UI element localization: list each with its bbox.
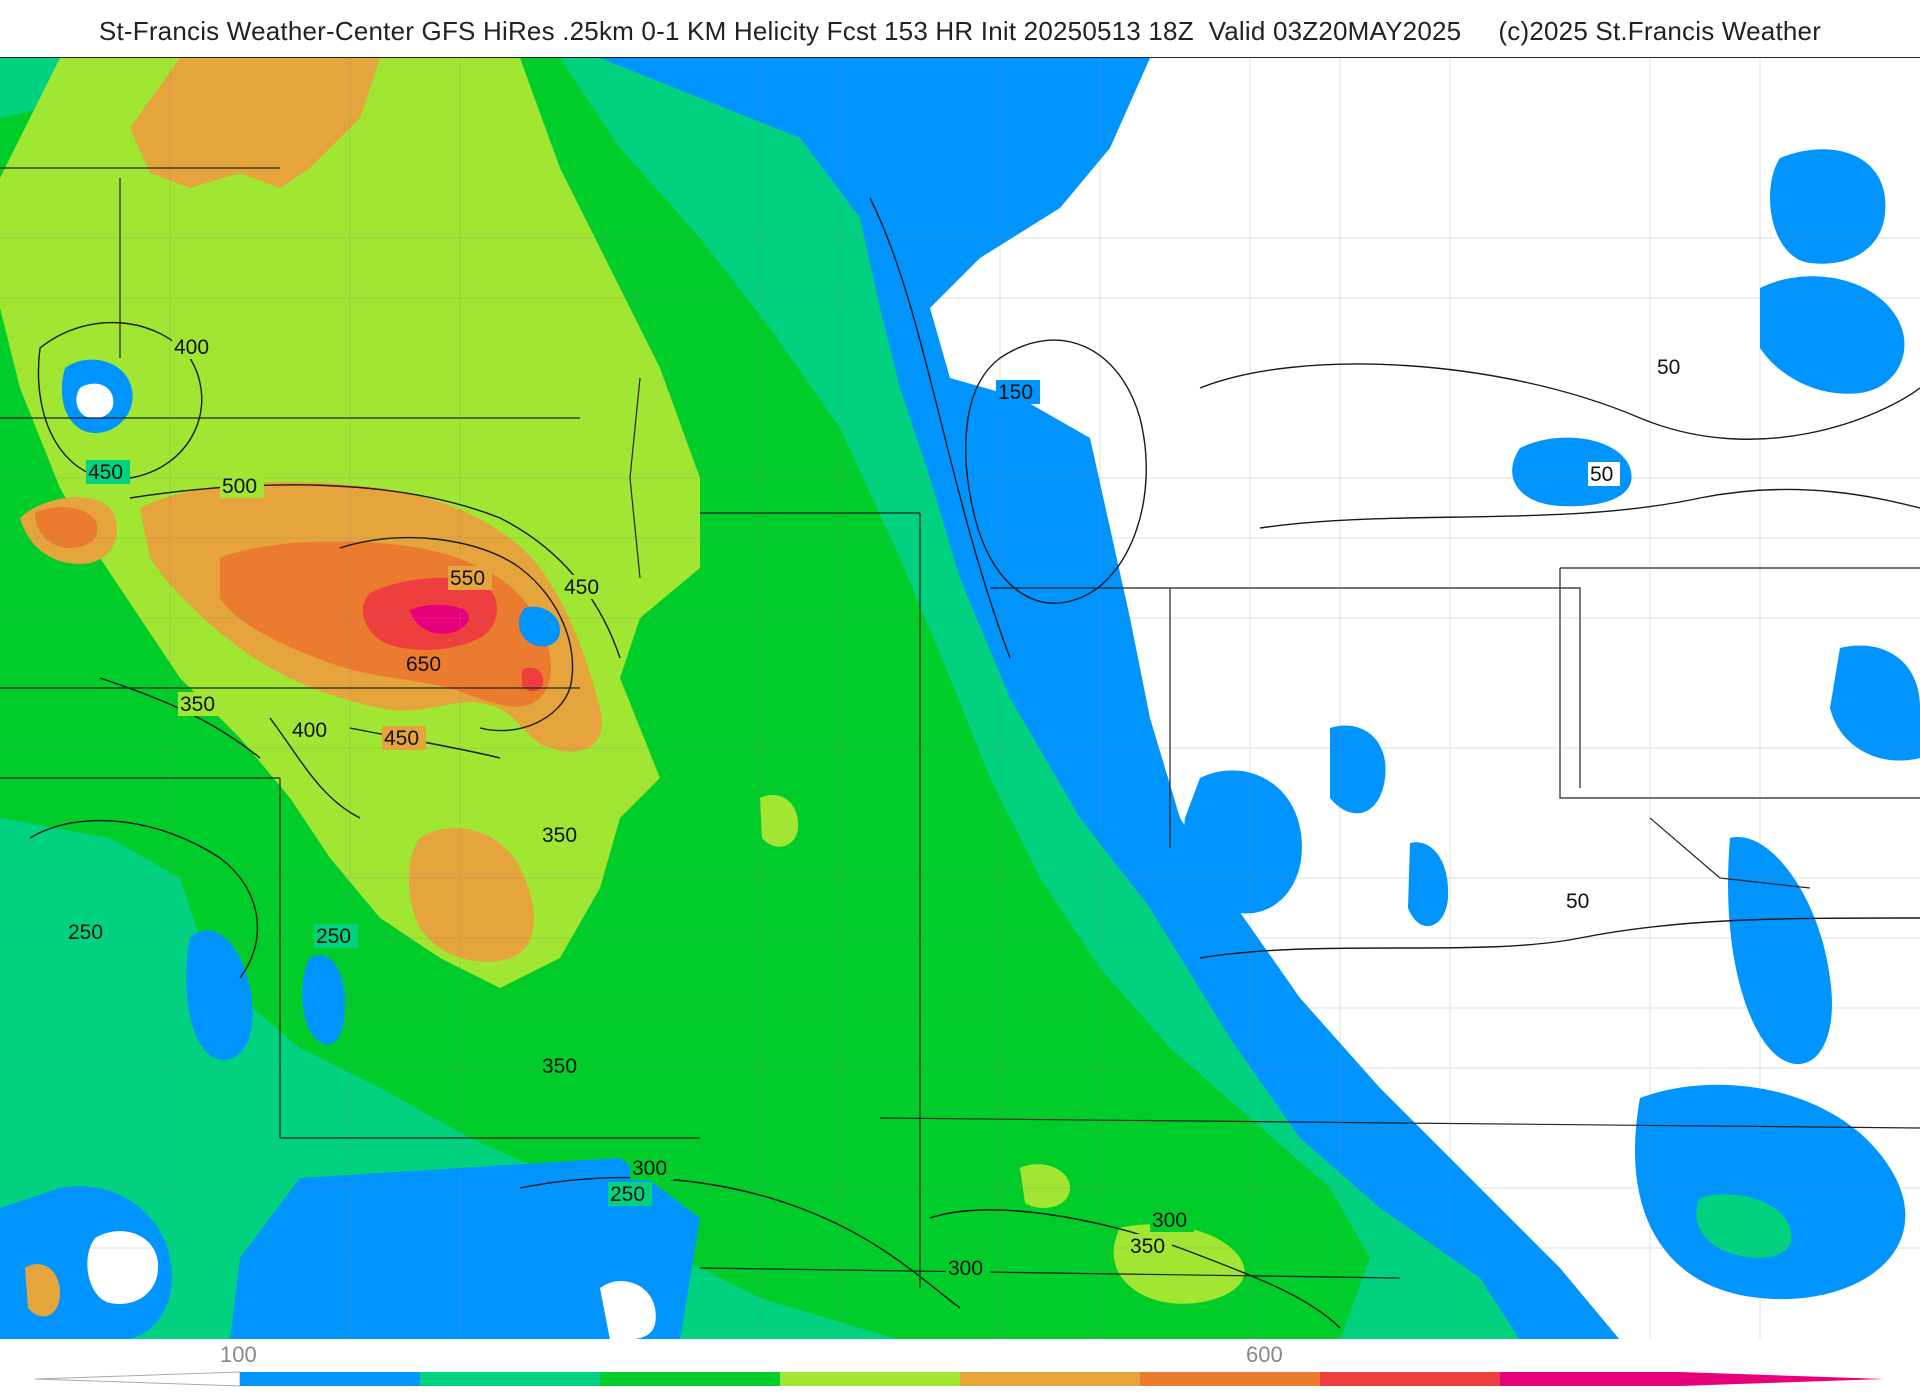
contour-label-bg-500 (220, 474, 264, 498)
contour-label-bg-300-se (946, 1256, 990, 1280)
fill-below-50-low-nw (76, 383, 114, 419)
contour-label-bg-350-s (540, 1054, 584, 1078)
contour-label-bg-450-w (86, 460, 130, 484)
fill-50-100-blob-va (1728, 837, 1832, 1065)
fill-400-500-south (408, 828, 534, 962)
fill-below-50-strip-sw (600, 1280, 656, 1340)
fill-50-100-blob-mid (1512, 437, 1632, 507)
legend-segment (420, 1372, 601, 1386)
contour-label-300-s: 300 (632, 1157, 667, 1180)
contour-label-350-c: 350 (542, 824, 577, 847)
fill-50-100-blob-w (186, 930, 253, 1060)
helicity-map-canvas: 400 450 500 550 450 650 350 400 450 350 … (0, 58, 1920, 1340)
fill-300-400-blob-se2 (1020, 1164, 1070, 1208)
fill-700-plus-core (410, 604, 470, 634)
legend-segment (240, 1372, 421, 1386)
contour-label-bg-400-nw (172, 335, 216, 359)
fill-50-100-blob-ky2 (1330, 725, 1386, 814)
fill-50-100-blob-e (1830, 645, 1920, 761)
county-grid (0, 58, 1920, 1340)
fill-50-100-low-c (518, 606, 560, 647)
legend-color-segments (240, 1372, 1681, 1386)
title-bar: St-Francis Weather-Center GFS HiRes .25k… (0, 0, 1920, 58)
contour-label-bg-50-e (1588, 462, 1620, 486)
contour-label-bg-350-e (1128, 1234, 1172, 1258)
contour-label-bg-250-c (314, 924, 358, 948)
contour-label-300-se: 300 (948, 1257, 983, 1280)
fill-300-400-blob-c (760, 794, 799, 847)
fill-50-100-blob-oh (1408, 842, 1449, 927)
contour-label-400-c: 400 (292, 719, 327, 742)
map-title: St-Francis Weather-Center GFS HiRes .25k… (98, 16, 1822, 46)
contour-label-500: 500 (222, 475, 257, 498)
legend-tick-600: 600 (1246, 1342, 1283, 1367)
contour-label-bg-50-se (1564, 889, 1596, 913)
contour-label-bg-250-w (66, 920, 110, 944)
legend-segment (780, 1372, 961, 1386)
fill-400-500-north (130, 58, 380, 188)
contour-label-bg-650 (404, 652, 448, 676)
fill-50-100-blob-ne2 (1760, 276, 1905, 394)
contour-label-350-s: 350 (542, 1055, 577, 1078)
contour-label-50-se: 50 (1566, 890, 1589, 913)
contour-label-250-c: 250 (316, 925, 351, 948)
contour-label-450-w: 450 (88, 461, 123, 484)
fill-below-50-low-sw (87, 1231, 159, 1304)
contour-label-250-s: 250 (610, 1183, 645, 1206)
fill-50-100-strip-sw (230, 1158, 700, 1340)
legend-segment (960, 1372, 1141, 1386)
contour-label-bg-50-ne (1655, 355, 1687, 379)
contour-label-bg-550 (448, 566, 492, 590)
legend-segment (1500, 1372, 1681, 1386)
legend-segment (1140, 1372, 1321, 1386)
contour-label-400-nw: 400 (174, 336, 209, 359)
contour-label-bg-450-c (382, 726, 426, 750)
contour-label-350-e: 350 (1130, 1235, 1165, 1258)
contour-label-bg-300-s (630, 1156, 674, 1180)
contour-label-650: 650 (406, 653, 441, 676)
color-scale-legend: 100 600 (0, 1339, 1920, 1400)
contour-label-bg-300-e (1150, 1208, 1194, 1232)
legend-colorbar (34, 1371, 1885, 1387)
contour-label-50-e: 50 (1590, 463, 1613, 486)
contour-label-150: 150 (998, 381, 1033, 404)
contour-label-300-e: 300 (1152, 1209, 1187, 1232)
contour-label-250-w: 250 (68, 921, 103, 944)
contour-label-bg-400-c (290, 718, 334, 742)
contour-label-bg-250-s (608, 1182, 652, 1206)
fill-50-100-blob-se (1635, 1084, 1906, 1300)
contour-label-group: 400 450 500 550 450 650 350 400 450 350 … (66, 335, 1687, 1280)
contour-label-bg-350-c (540, 823, 584, 847)
fill-400-500-spot-sw (25, 1264, 60, 1317)
helicity-map: 400 450 500 550 450 650 350 400 450 350 … (0, 57, 1920, 1341)
legend-right-arrow (1680, 1372, 1885, 1386)
fill-50-100-blob-w2 (302, 955, 345, 1045)
contour-label-450-c: 450 (384, 727, 419, 750)
contour-label-350-w: 350 (180, 693, 215, 716)
legend-segment (600, 1372, 781, 1386)
contour-label-bg-350-w (178, 692, 222, 716)
contour-label-50-ne: 50 (1657, 356, 1680, 379)
fill-100-200-blob-se (1696, 1194, 1792, 1258)
contour-label-bg-450-e (562, 575, 606, 599)
contour-label-450-e: 450 (564, 576, 599, 599)
fill-600-700-spot (522, 667, 544, 692)
fill-50-100-blob-ne (1770, 149, 1886, 264)
contour-label-bg-150 (996, 380, 1040, 404)
legend-left-arrow (34, 1371, 241, 1387)
contour-label-550: 550 (450, 567, 485, 590)
legend-tick-100: 100 (220, 1342, 257, 1367)
fill-50-100-blob-ky (1184, 770, 1302, 914)
legend-segment (1320, 1372, 1501, 1386)
